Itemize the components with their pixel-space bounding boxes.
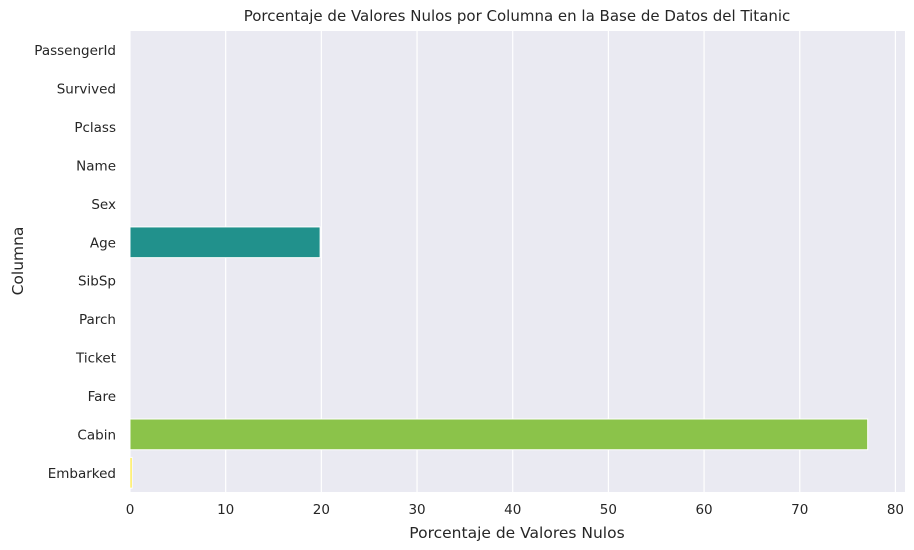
y-tick-label: Ticket bbox=[75, 351, 116, 367]
plot-area bbox=[130, 31, 905, 492]
y-tick-label: Cabin bbox=[77, 427, 116, 443]
x-tick-label: 30 bbox=[408, 502, 425, 518]
x-tick-label: 10 bbox=[217, 502, 234, 518]
x-tick-labels: 0 10 20 30 40 50 60 70 80 bbox=[126, 502, 904, 518]
x-tick-label: 80 bbox=[887, 502, 904, 518]
x-tick-label: 40 bbox=[504, 502, 521, 518]
bars bbox=[129, 226, 869, 489]
bar-cabin bbox=[129, 418, 869, 451]
y-tick-label: Fare bbox=[88, 389, 116, 405]
y-tick-label: Parch bbox=[79, 312, 116, 328]
y-tick-label: SibSp bbox=[78, 274, 116, 290]
y-tick-label: Pclass bbox=[74, 120, 116, 136]
chart-title: Porcentaje de Valores Nulos por Columna … bbox=[244, 7, 791, 25]
y-axis-label: Columna bbox=[9, 227, 27, 296]
x-tick-label: 70 bbox=[791, 502, 808, 518]
y-tick-label: PassengerId bbox=[34, 43, 116, 59]
y-tick-label: Name bbox=[76, 158, 116, 174]
x-tick-label: 20 bbox=[313, 502, 330, 518]
x-tick-label: 0 bbox=[126, 502, 135, 518]
bar-embarked bbox=[129, 456, 133, 489]
y-tick-label: Age bbox=[90, 235, 116, 251]
y-tick-label: Sex bbox=[91, 197, 116, 213]
y-tick-label: Embarked bbox=[48, 466, 116, 482]
grid-lines bbox=[129, 31, 897, 492]
bar-age bbox=[129, 226, 321, 259]
y-tick-label: Survived bbox=[57, 82, 116, 98]
y-tick-labels: PassengerId Survived Pclass Name Sex Age SibSp… bbox=[34, 43, 116, 482]
x-tick-label: 60 bbox=[695, 502, 712, 518]
x-tick-label: 50 bbox=[600, 502, 617, 518]
x-axis-label: Porcentaje de Valores Nulos bbox=[409, 524, 624, 542]
